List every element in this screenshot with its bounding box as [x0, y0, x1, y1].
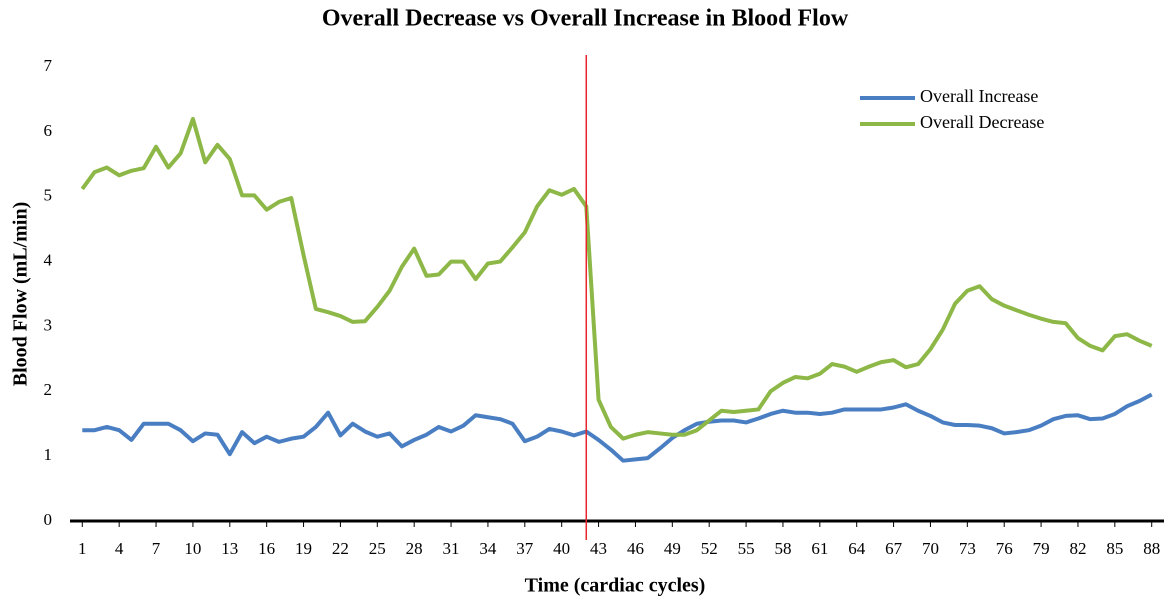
x-axis-label: Time (cardiac cycles)	[525, 575, 706, 597]
x-tick-label: 70	[922, 539, 939, 558]
x-tick-label: 64	[848, 539, 866, 558]
x-tick-label: 49	[664, 539, 681, 558]
x-tick-label: 76	[996, 539, 1013, 558]
x-tick-label: 58	[774, 539, 791, 558]
x-tick-label: 61	[811, 539, 828, 558]
x-tick-label: 31	[443, 539, 460, 558]
x-tick-label: 88	[1143, 539, 1160, 558]
x-tick-label: 1	[78, 539, 87, 558]
x-tick-label: 67	[885, 539, 903, 558]
legend-label: Overall Increase	[920, 86, 1038, 106]
x-tick-label: 34	[479, 539, 497, 558]
y-tick-label: 7	[44, 56, 53, 75]
x-tick-label: 10	[184, 539, 201, 558]
x-tick-label: 16	[258, 539, 275, 558]
x-tick-label: 4	[115, 539, 124, 558]
y-tick-label: 4	[44, 250, 53, 269]
y-tick-label: 1	[44, 445, 53, 464]
chart-title: Overall Decrease vs Overall Increase in …	[322, 6, 849, 32]
y-tick-label: 3	[44, 315, 53, 334]
x-tick-label: 25	[369, 539, 386, 558]
x-tick-label: 55	[738, 539, 755, 558]
x-tick-label: 52	[701, 539, 718, 558]
x-tick-label: 28	[406, 539, 423, 558]
x-tick-label: 85	[1106, 539, 1123, 558]
y-axis-label: Blood Flow (mL/min)	[10, 202, 32, 386]
x-tick-label: 13	[221, 539, 238, 558]
x-tick-label: 19	[295, 539, 312, 558]
x-tick-label: 79	[1033, 539, 1050, 558]
y-tick-label: 6	[44, 121, 53, 140]
y-tick-label: 0	[44, 510, 53, 529]
series-line	[80, 116, 1153, 441]
x-tick-label: 37	[516, 539, 534, 558]
x-tick-label: 82	[1069, 539, 1086, 558]
y-tick-label: 2	[44, 380, 53, 399]
y-tick-label: 5	[44, 186, 53, 205]
x-tick-label: 43	[590, 539, 607, 558]
x-tick-label: 73	[959, 539, 976, 558]
x-tick-label: 7	[152, 539, 161, 558]
x-tick-label: 46	[627, 539, 644, 558]
legend-label: Overall Decrease	[920, 112, 1044, 132]
series-line	[82, 392, 1153, 463]
x-tick-label: 22	[332, 539, 349, 558]
x-tick-label: 40	[553, 539, 570, 558]
